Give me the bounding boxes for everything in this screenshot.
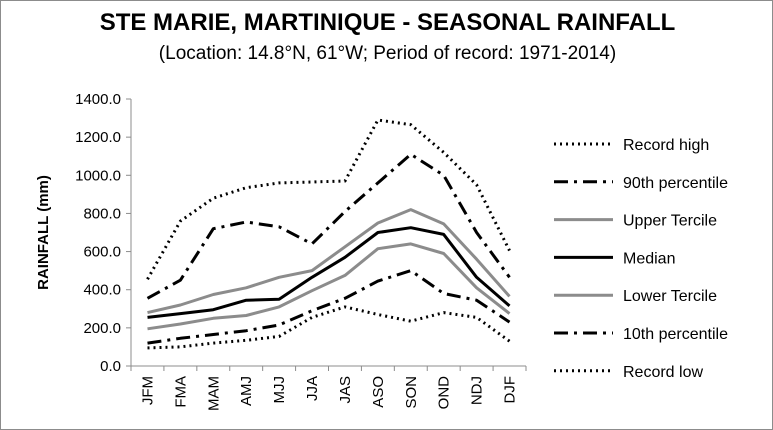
x-tick-label: MJJ xyxy=(271,376,288,404)
y-tick-label: 1200.0 xyxy=(75,129,121,146)
y-tick-label: 1000.0 xyxy=(75,167,121,184)
legend-label: 90th percentile xyxy=(623,175,728,192)
y-tick-label: 1400.0 xyxy=(75,91,121,108)
x-tick-label: DJF xyxy=(502,376,519,404)
legend-label: Lower Tercile xyxy=(623,288,717,305)
x-tick-label: AMJ xyxy=(238,376,255,406)
x-tick-label: ASO xyxy=(370,376,387,408)
x-axis-ticks: JFM FMA MAM AMJ MJJ JJA JAS ASO SON OND NDJ DJF xyxy=(130,366,527,411)
series-line-record-high xyxy=(146,118,511,280)
chart-title: STE MARIE, MARTINIQUE - SEASONAL RAINFAL… xyxy=(99,9,676,36)
legend-label: Upper Tercile xyxy=(623,213,717,230)
x-tick-label: OND xyxy=(436,376,453,410)
series-line-upper-tercile xyxy=(147,208,511,315)
x-tick-label: SON xyxy=(403,376,420,409)
x-tick-label: JJA xyxy=(304,376,321,401)
series-line-10th-percentile xyxy=(147,269,511,345)
series-line-lower-tercile xyxy=(147,242,511,331)
series-line-90th-percentile xyxy=(146,152,511,300)
legend-label: 10th percentile xyxy=(623,326,728,343)
y-axis-ticks: 0.0 200.0 400.0 600.0 800.0 1000.0 1200.0 1400.… xyxy=(75,91,131,375)
x-tick-label: JAS xyxy=(337,376,354,404)
y-tick-label: 800.0 xyxy=(83,205,121,222)
chart-subtitle: (Location: 14.8°N, 61°W; Period of recor… xyxy=(158,43,617,64)
x-tick-label: FMA xyxy=(172,376,189,408)
x-tick-label: NDJ xyxy=(469,376,486,405)
legend-label: Median xyxy=(623,250,675,267)
y-tick-label: 400.0 xyxy=(83,282,121,299)
series-line-record-low xyxy=(147,305,511,350)
x-tick-label: JFM xyxy=(139,376,156,405)
series-line-median xyxy=(147,226,511,319)
y-tick-label: 600.0 xyxy=(83,244,121,261)
y-axis-label: RAINFALL (mm) xyxy=(35,175,52,290)
legend: Record high 90th percentile Upper Tercile M… xyxy=(554,137,728,381)
legend-label: Record high xyxy=(623,137,709,154)
legend-label: Record low xyxy=(623,364,703,381)
series-lines xyxy=(146,118,511,350)
y-tick-label: 200.0 xyxy=(83,320,121,337)
x-tick-label: MAM xyxy=(205,376,222,411)
y-tick-label: 0.0 xyxy=(100,358,121,375)
